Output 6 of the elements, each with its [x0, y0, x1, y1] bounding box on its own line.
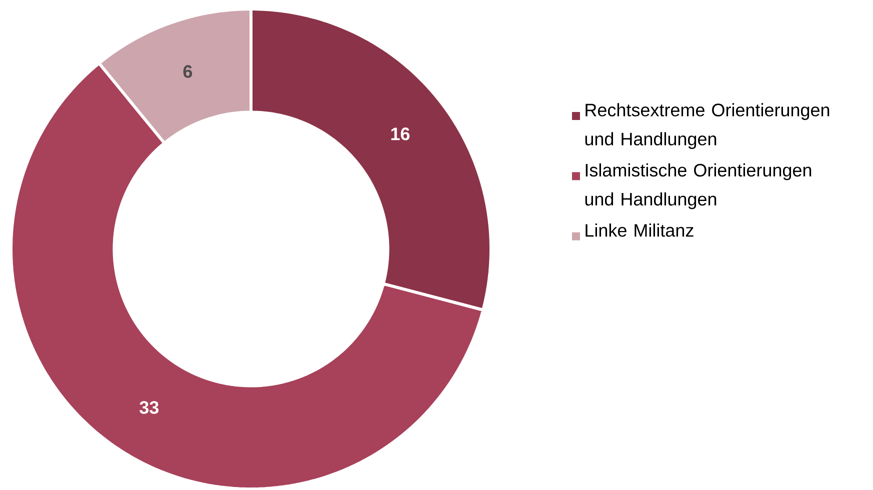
- legend-label: Linke Militanz: [586, 224, 694, 237]
- data-label: 33: [140, 401, 159, 414]
- data-label: 6: [183, 65, 192, 78]
- legend-label: Rechtsextreme Orientierungen und Handlungen: [585, 103, 830, 149]
- legend-label: Islamistische Orientierungen und Handlungen: [585, 163, 812, 210]
- data-label: 16: [391, 128, 410, 140]
